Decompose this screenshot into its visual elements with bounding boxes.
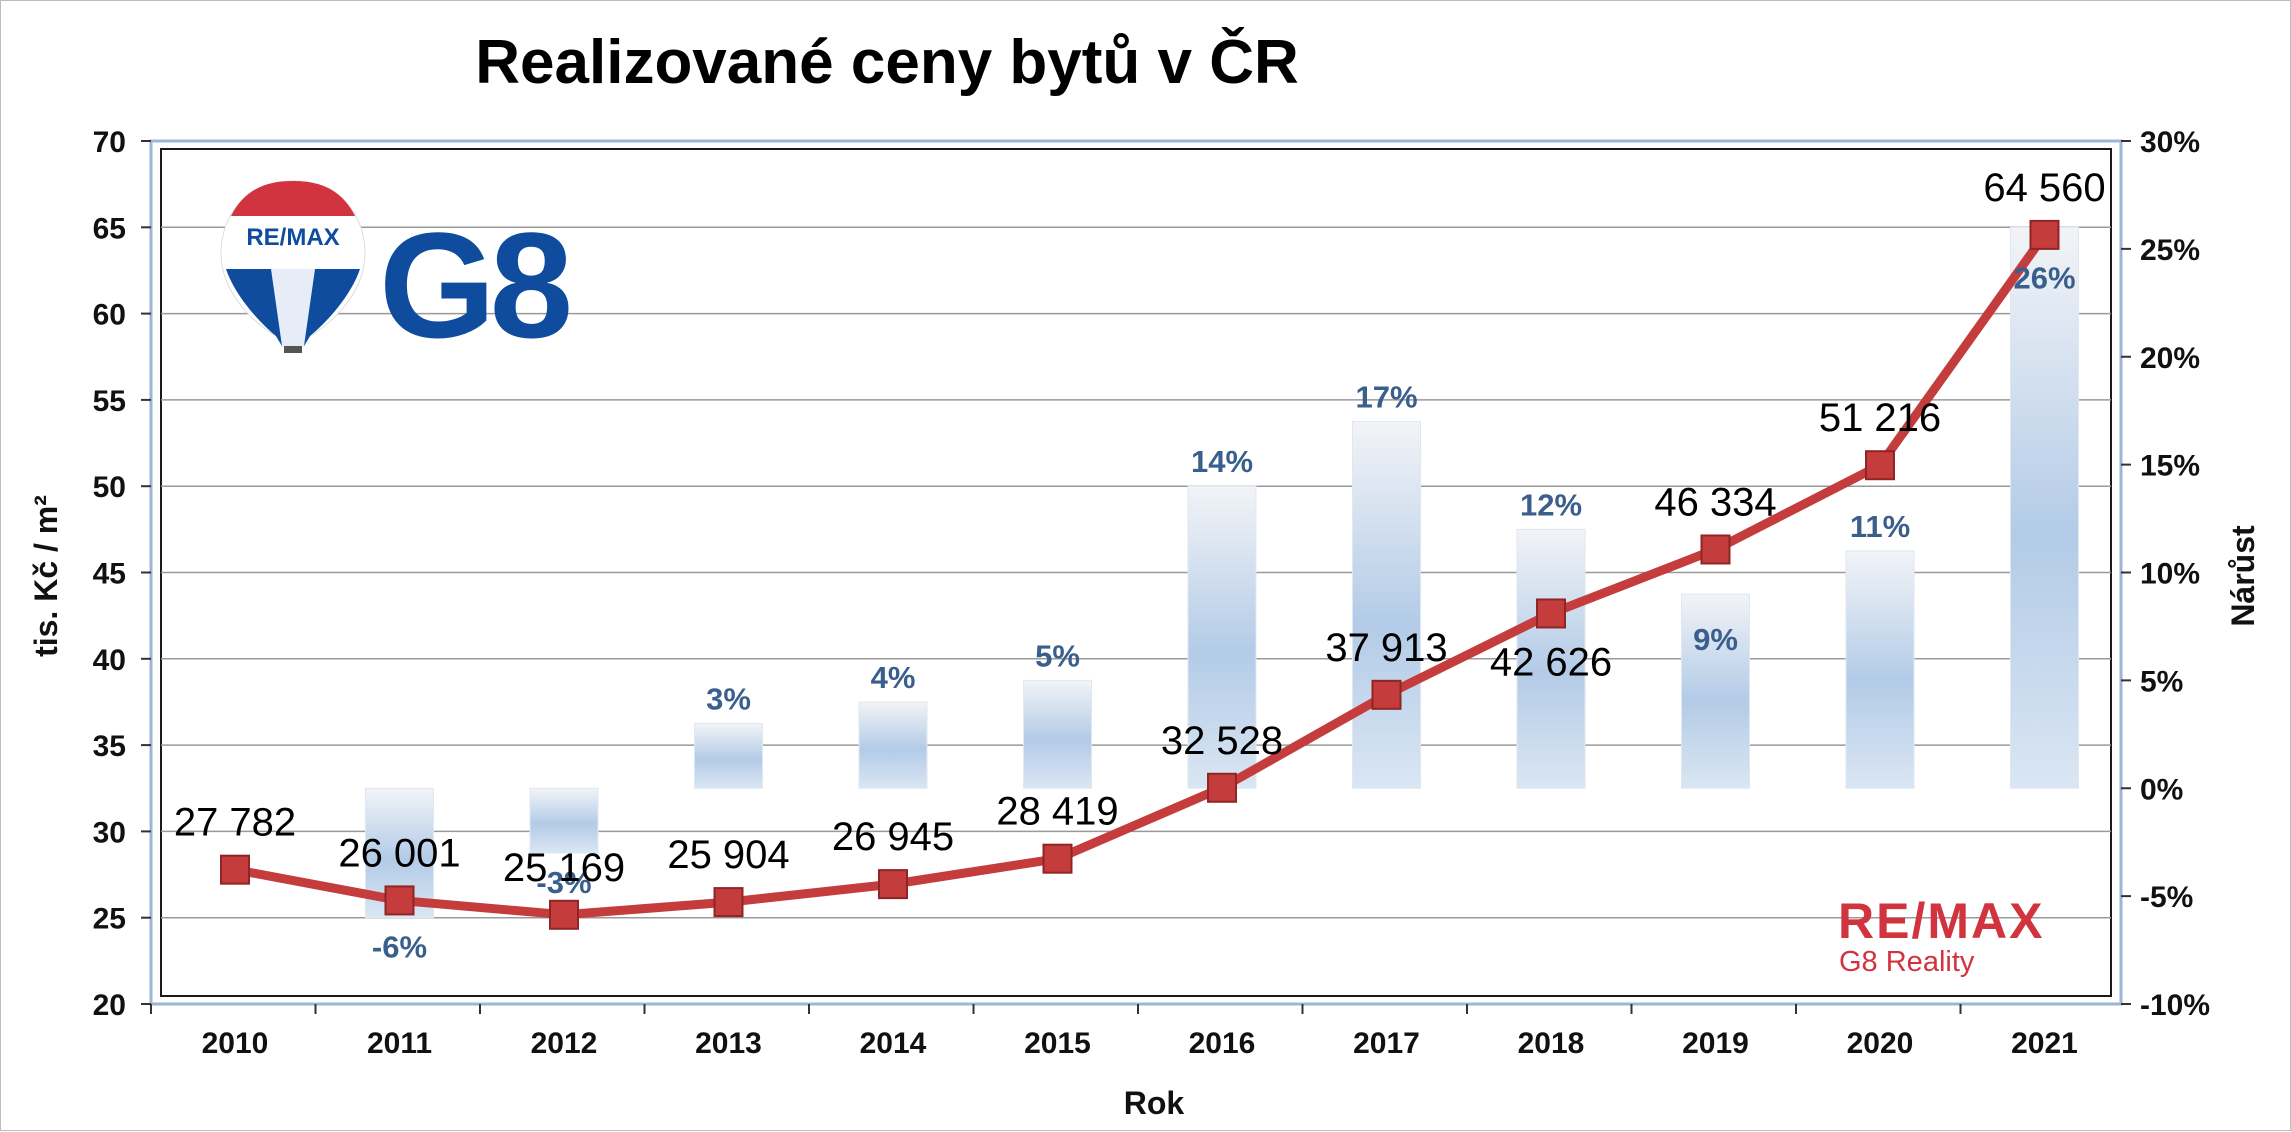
- price-point-label: 26 001: [338, 831, 460, 875]
- growth-bar-label: 26%: [2013, 260, 2075, 295]
- growth-bar: [529, 787, 599, 854]
- right-axis-tick-label: 20%: [2140, 342, 2200, 375]
- x-axis-tick-label: 2012: [531, 1027, 598, 1060]
- plot-area: -6% -3% 3% 4% 5% 14% 17% 12% 9% 11% 26% 27 782 26 00…: [149, 139, 2123, 1006]
- g8-reality-text: G8 Reality: [1839, 946, 1975, 978]
- right-axis-tick-label: 0%: [2140, 773, 2183, 806]
- price-point-marker: [1700, 534, 1731, 565]
- growth-bar: [2010, 226, 2079, 789]
- price-point-marker: [549, 899, 579, 930]
- price-point-label: 46 334: [1654, 480, 1776, 524]
- price-point-marker: [1865, 450, 1895, 481]
- price-point-marker: [1042, 843, 1073, 874]
- right-axis-tick-label: 15%: [2140, 450, 2200, 483]
- growth-bar-label: 12%: [1520, 487, 1582, 522]
- right-axis-tick-label: 30%: [2140, 126, 2200, 159]
- remax-g8-reality-logo: RE/MAX G8 Reality: [1838, 893, 2044, 978]
- x-axis-tick-label: 2010: [202, 1027, 269, 1060]
- growth-bar-label: 14%: [1191, 444, 1253, 479]
- price-point-label: 51 216: [1819, 396, 1941, 440]
- growth-bar: [858, 701, 928, 789]
- x-axis-tick-label: 2015: [1024, 1027, 1091, 1060]
- growth-bar: [1023, 679, 1092, 789]
- growth-bar-label: -3%: [536, 865, 591, 900]
- price-point-label: 37 913: [1325, 626, 1447, 670]
- growth-bar-label: 17%: [1355, 379, 1417, 414]
- price-point-marker: [220, 854, 250, 885]
- right-axis-tick-label: -10%: [2140, 989, 2210, 1022]
- price-point-label: 42 626: [1490, 640, 1612, 684]
- growth-bar: [1516, 528, 1586, 789]
- data-labels: -6% -3% 3% 4% 5% 14% 17% 12% 9% 11% 26% 27 782 26 00…: [174, 166, 2106, 965]
- y-axis-title: tis. Kč / m²: [28, 495, 64, 657]
- growth-bars: [365, 226, 2079, 919]
- price-point-label: 27 782: [174, 801, 296, 845]
- price-point-label: 28 419: [996, 790, 1118, 834]
- left-axis-tick-label: 20: [93, 989, 126, 1022]
- x-axis-tick-label: 2014: [860, 1027, 927, 1060]
- left-axis-tick-label: 30: [93, 816, 126, 849]
- growth-bar-label: 9%: [1693, 622, 1738, 657]
- price-point-label: 26 945: [832, 815, 954, 859]
- x-axis: 2010 2011 2012 2013 2014 2015 2016 2017 2018 2019…: [150, 1004, 2078, 1060]
- x-axis-tick-label: 2020: [1847, 1027, 1914, 1060]
- growth-bar-label: 11%: [1850, 509, 1910, 544]
- price-point-marker: [1207, 772, 1237, 803]
- left-axis-tick-label: 40: [93, 644, 126, 677]
- price-point-marker: [384, 885, 415, 916]
- left-axis-tick-label: 25: [93, 903, 126, 936]
- price-point-label: 25 169: [503, 846, 625, 890]
- left-axis-tick-label: 60: [93, 299, 126, 332]
- remax-g8-logo: RE/MAX G8: [220, 180, 575, 369]
- price-line-series: [220, 219, 2060, 930]
- balloon-icon: RE/MAX: [220, 180, 366, 353]
- growth-bar-label: -6%: [372, 930, 427, 965]
- price-point-label: 25 904: [667, 833, 789, 877]
- chart-title: Realizované ceny bytů v ČR: [475, 28, 1299, 97]
- x-axis-tick-label: 2021: [2011, 1027, 2078, 1060]
- price-point-marker: [878, 869, 908, 900]
- price-point-marker: [713, 887, 744, 918]
- right-axis-tick-label: -5%: [2140, 881, 2193, 914]
- growth-bar-label: 4%: [871, 660, 916, 695]
- price-point-marker: [2029, 219, 2060, 250]
- growth-bar: [1187, 485, 1257, 789]
- x-axis-tick-label: 2019: [1682, 1027, 1749, 1060]
- x-axis-tick-label: 2013: [695, 1027, 762, 1060]
- growth-bar: [694, 723, 763, 789]
- left-axis-tick-label: 45: [93, 558, 126, 591]
- price-point-label: 32 528: [1161, 719, 1283, 763]
- price-point-marker: [1371, 679, 1402, 710]
- left-axis-tick-label: 55: [93, 385, 126, 418]
- price-point-label: 64 560: [1983, 166, 2105, 210]
- right-axis-tick-label: 25%: [2140, 234, 2200, 267]
- balloon-remax-text: RE/MAX: [246, 224, 339, 251]
- right-y-axis: -10% -5% 0% 5% 10% 15% 20% 25% 30%: [2121, 126, 2210, 1022]
- growth-bar: [1352, 420, 1421, 789]
- g8-logo-text: G8: [379, 201, 569, 369]
- x-axis-tick-label: 2011: [367, 1027, 432, 1060]
- left-axis-tick-label: 65: [93, 212, 126, 245]
- right-axis-tick-label: 5%: [2140, 665, 2183, 698]
- growth-bar-label: 5%: [1035, 638, 1080, 673]
- price-point-marker: [1536, 598, 1566, 629]
- price-line: [230, 230, 2049, 920]
- y2-axis-title: Nárůst: [2225, 525, 2261, 627]
- left-axis-tick-label: 50: [93, 471, 126, 504]
- right-axis-tick-label: 10%: [2140, 558, 2200, 591]
- growth-bar-label: 3%: [706, 682, 751, 717]
- x-axis-tick-label: 2016: [1189, 1027, 1256, 1060]
- growth-bar: [1681, 593, 1750, 789]
- x-axis-tick-label: 2018: [1518, 1027, 1585, 1060]
- left-axis-tick-label: 70: [93, 126, 126, 159]
- x-axis-title: Rok: [1124, 1085, 1185, 1121]
- x-axis-tick-label: 2017: [1353, 1027, 1420, 1060]
- grid-lines: [161, 226, 2111, 919]
- left-axis-tick-label: 35: [93, 730, 126, 763]
- remax-footer-logo-text: RE/MAX: [1838, 893, 2044, 949]
- left-y-axis: 20 25 30 35 40 45 50 55 60 65 70: [93, 126, 151, 1022]
- growth-bar: [1845, 550, 1915, 789]
